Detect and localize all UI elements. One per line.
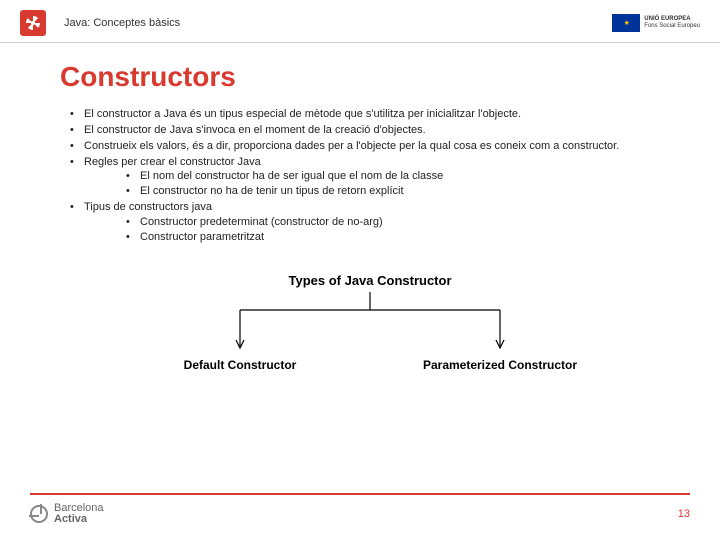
footer-logo-text: Barcelona Activa [54, 503, 104, 526]
slide-header: Java: Conceptes bàsics UNIÓ EUROPEA Fons… [0, 0, 720, 43]
footer-logo: Barcelona Activa [30, 503, 104, 526]
diagram-leaf-parameterized: Parameterized Constructor [400, 358, 600, 372]
list-item: Constructor predeterminat (constructor d… [124, 215, 680, 230]
list-item: El constructor a Java és un tipus especi… [68, 107, 680, 122]
institution-logo [20, 10, 46, 36]
constructor-types-diagram: Types of Java Constructor Default Constr… [140, 273, 600, 372]
list-item: Regles per crear el constructor JavaEl n… [68, 155, 680, 200]
list-item: Construeix els valors, és a dir, proporc… [68, 139, 680, 154]
slide-title: Constructors [60, 61, 680, 93]
list-item: El constructor de Java s'invoca en el mo… [68, 123, 680, 138]
eu-label-bottom: Fons Social Europeu [644, 23, 700, 30]
diagram-leaf-default: Default Constructor [140, 358, 340, 372]
logo-mark-icon [26, 16, 40, 30]
diagram-root-label: Types of Java Constructor [140, 273, 600, 288]
diagram-connector-icon [160, 288, 580, 358]
list-item: Constructor parametritzat [124, 230, 680, 245]
slide-content: Constructors El constructor a Java és un… [0, 43, 720, 372]
slide-footer: Barcelona Activa 13 [0, 493, 720, 540]
footer-divider [30, 493, 690, 495]
list-item: Tipus de constructors javaConstructor pr… [68, 200, 680, 245]
activa-logo-icon [30, 505, 48, 523]
eu-flag-icon [612, 14, 640, 32]
list-item: El nom del constructor ha de ser igual q… [124, 169, 680, 184]
eu-badge: UNIÓ EUROPEA Fons Social Europeu [612, 14, 700, 32]
eu-text: UNIÓ EUROPEA Fons Social Europeu [644, 16, 700, 29]
list-item: El constructor no ha de tenir un tipus d… [124, 184, 680, 199]
bullet-list: El constructor a Java és un tipus especi… [60, 107, 680, 245]
header-title: Java: Conceptes bàsics [64, 17, 180, 29]
page-number: 13 [678, 508, 690, 520]
eu-label-top: UNIÓ EUROPEA [644, 16, 700, 23]
diagram-leaves: Default Constructor Parameterized Constr… [140, 358, 600, 372]
footer-logo-bottom: Activa [54, 514, 104, 526]
